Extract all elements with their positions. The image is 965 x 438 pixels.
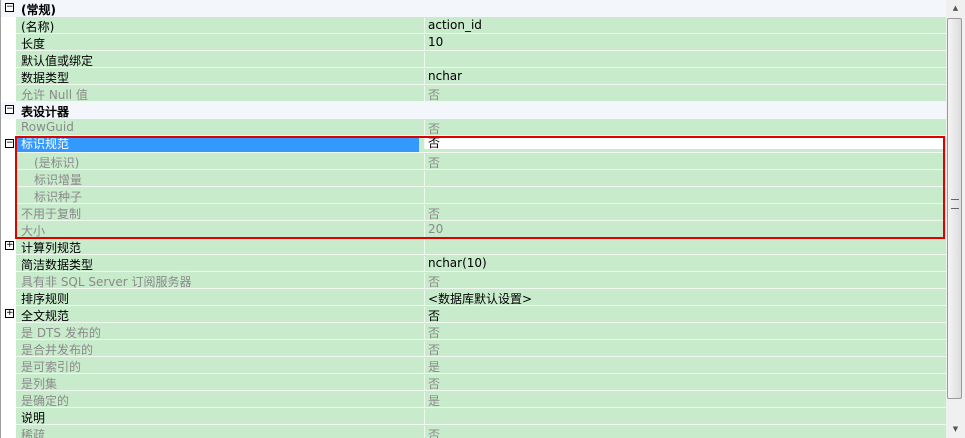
vertical-scrollbar[interactable]: ▲ ▼: [946, 0, 965, 438]
property-name: (名称): [21, 20, 55, 34]
property-name: 标识增量: [34, 173, 83, 187]
property-row[interactable]: 简洁数据类型 nchar(10): [16, 255, 946, 272]
property-name: 标识规范: [16, 136, 419, 152]
property-row[interactable]: (名称) action_id: [16, 17, 946, 34]
property-name: 默认值或绑定: [21, 54, 94, 68]
property-name: 允许 Null 值: [21, 88, 88, 102]
property-row[interactable]: 稀疏 否: [16, 425, 946, 438]
property-value[interactable]: [424, 409, 944, 425]
property-name: 标识种子: [34, 190, 83, 204]
property-row[interactable]: 是可索引的 是: [16, 357, 946, 374]
property-row[interactable]: 是 DTS 发布的 否: [16, 323, 946, 340]
property-value: 20: [424, 222, 944, 238]
property-row[interactable]: 标识增量: [16, 170, 946, 187]
property-name: 说明: [21, 411, 46, 425]
property-row[interactable]: 是列集 否: [16, 374, 946, 391]
property-value[interactable]: [424, 239, 944, 255]
property-row[interactable]: + 计算列规范: [5, 238, 946, 255]
property-name: 简洁数据类型: [21, 258, 94, 272]
scroll-up-arrow-icon[interactable]: ▲: [952, 4, 959, 12]
property-value[interactable]: nchar(10): [424, 256, 944, 272]
expand-icon[interactable]: +: [5, 240, 14, 250]
property-value: 否: [424, 426, 944, 438]
property-name: 稀疏: [21, 428, 46, 438]
property-name: 全文规范: [21, 309, 70, 323]
property-row[interactable]: 说明: [16, 408, 946, 425]
property-name: 大小: [21, 224, 46, 238]
property-value: 否: [424, 273, 944, 289]
property-row[interactable]: 是确定的 是: [16, 391, 946, 408]
property-row[interactable]: 不用于复制 否: [16, 204, 946, 221]
property-row[interactable]: 默认值或绑定: [16, 51, 946, 68]
property-name: 是列集: [21, 377, 58, 391]
property-row[interactable]: 标识种子: [16, 187, 946, 204]
property-name: 是合并发布的: [21, 343, 94, 357]
collapse-icon[interactable]: −: [5, 138, 14, 148]
property-value[interactable]: [424, 52, 944, 68]
property-name: 具有非 SQL Server 订阅服务器: [21, 275, 192, 289]
property-name: 计算列规范: [21, 241, 82, 255]
property-row[interactable]: 数据类型 nchar: [16, 68, 946, 85]
property-name: 不用于复制: [21, 207, 82, 221]
category-row[interactable]: − (常规): [1, 0, 946, 17]
property-row[interactable]: 具有非 SQL Server 订阅服务器 否: [16, 272, 946, 289]
property-name: (是标识): [34, 156, 80, 170]
expand-icon[interactable]: +: [5, 308, 14, 318]
property-value: 否: [424, 86, 944, 102]
property-name: 排序规则: [21, 292, 70, 306]
property-value[interactable]: 10: [424, 35, 944, 51]
property-value[interactable]: nchar: [424, 69, 944, 85]
property-row[interactable]: (是标识) 否: [16, 153, 946, 170]
property-row[interactable]: + 全文规范 否: [5, 306, 946, 323]
scroll-down-arrow-icon[interactable]: ▼: [952, 425, 959, 433]
property-row[interactable]: 长度 10: [16, 34, 946, 51]
property-value: 是: [424, 392, 944, 408]
property-value[interactable]: 否: [424, 136, 944, 150]
property-value[interactable]: 否: [424, 307, 944, 323]
property-name: (常规): [21, 3, 56, 17]
property-name: 表设计器: [21, 105, 70, 119]
property-name: RowGuid: [21, 120, 74, 134]
property-value: 否: [424, 375, 944, 391]
property-value[interactable]: action_id: [424, 18, 944, 34]
property-value: 否: [424, 341, 944, 357]
property-value: 是: [424, 358, 944, 374]
property-value: [424, 188, 944, 204]
property-name: 是确定的: [21, 394, 70, 408]
collapse-icon[interactable]: −: [5, 2, 14, 12]
property-value: 否: [424, 324, 944, 340]
property-name: 是可索引的: [21, 360, 82, 374]
property-name: 是 DTS 发布的: [21, 326, 101, 340]
grip-icon: [951, 199, 959, 209]
property-value: 否: [424, 205, 944, 221]
property-row[interactable]: 允许 Null 值 否: [16, 85, 946, 102]
property-row[interactable]: 大小 20: [16, 221, 946, 238]
property-value: [424, 171, 944, 187]
property-value: 否: [424, 154, 944, 170]
scrollbar-thumb[interactable]: [947, 18, 962, 399]
collapse-icon[interactable]: −: [5, 104, 14, 114]
property-row[interactable]: − 标识规范否: [5, 136, 946, 153]
category-row[interactable]: − 表设计器: [1, 102, 946, 119]
property-value[interactable]: <数据库默认设置>: [424, 290, 944, 306]
property-value: 否: [424, 120, 944, 136]
property-row[interactable]: 排序规则 <数据库默认设置>: [16, 289, 946, 306]
property-row[interactable]: RowGuid 否: [16, 119, 946, 136]
property-name: 数据类型: [21, 71, 70, 85]
property-name: 长度: [21, 37, 46, 51]
property-row[interactable]: 是合并发布的 否: [16, 340, 946, 357]
